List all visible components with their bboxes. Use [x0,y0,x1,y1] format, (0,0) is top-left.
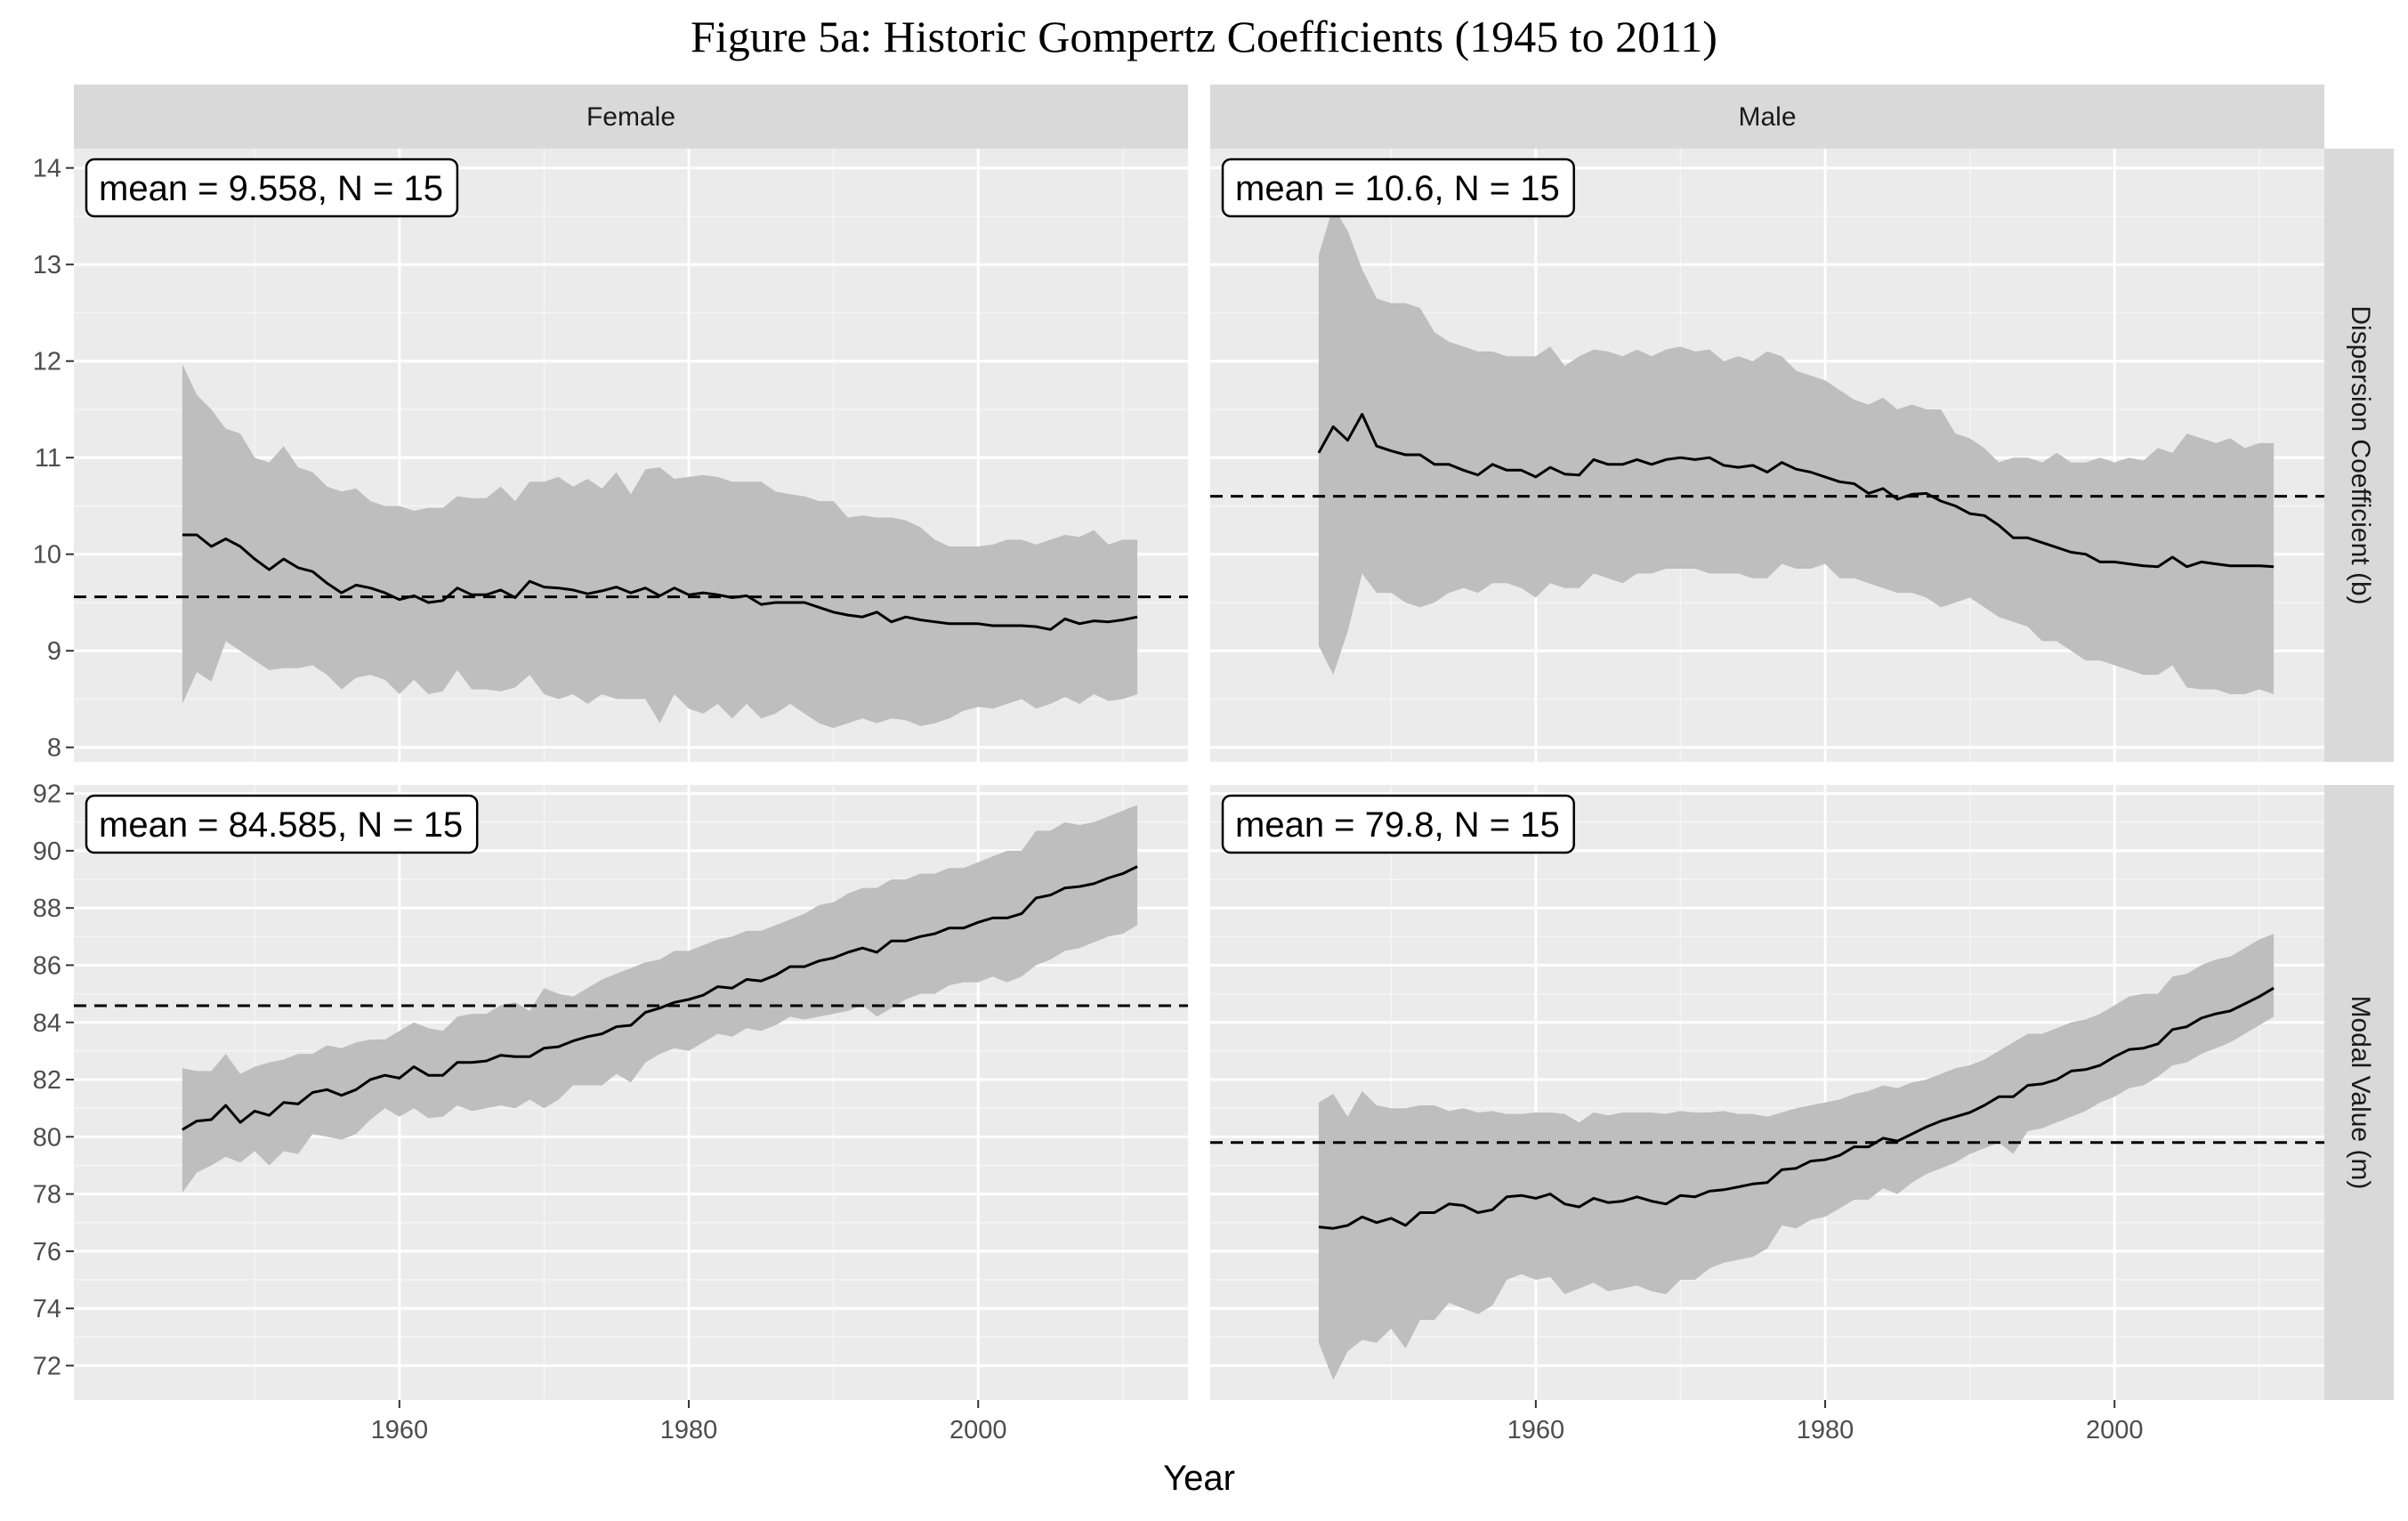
panel-data [74,805,1188,1193]
x-tick-label-1960: 1960 [1507,1416,1565,1444]
y-tick-label-90: 90 [33,837,61,866]
y-tick-label-88: 88 [33,894,61,923]
y-tick-label-11: 11 [35,444,61,473]
confidence-ribbon [1318,206,2275,695]
strip-male [1210,85,2324,149]
strip-female [74,85,1188,149]
y-tick-label-84: 84 [33,1009,61,1038]
y-tick-label-14: 14 [33,155,61,183]
figure-title: Figure 5a: Historic Gompertz Coefficient… [691,12,1717,61]
y-tick-label-82: 82 [33,1066,61,1095]
annotation-box [85,794,479,854]
strip-modal-value-m [2324,785,2394,1400]
y-tick-label-80: 80 [33,1123,61,1152]
y-tick-label-78: 78 [33,1181,61,1210]
y-tick-label-92: 92 [33,781,61,809]
annotation-box [85,158,459,218]
strip-label-male: Male [1738,102,1796,132]
strip-dispersion-coefficient-b [2324,149,2394,762]
y-tick-label-8: 8 [47,734,61,763]
series-line [182,533,1138,631]
x-tick-label-1960: 1960 [371,1416,429,1444]
annotation-box [1221,794,1575,854]
annotation-text: mean = 84.585, N = 15 [99,805,463,845]
series-line [1318,986,2275,1230]
annotation-box [1221,158,1575,218]
panel-data [74,364,1188,728]
annotation-text: mean = 10.6, N = 15 [1235,169,1560,208]
panel-male-modal-value-m: mean = 79.8, N = 15 [1210,785,2324,1400]
confidence-ribbon [1318,934,2275,1380]
series-line [1317,412,2275,569]
panel-female-dispersion-coefficient-b: mean = 9.558, N = 15 [74,149,1188,762]
panel-male-dispersion-coefficient-b: mean = 10.6, N = 15 [1210,149,2324,762]
strip-label-female: Female [586,102,675,132]
panel-data [1210,206,2324,695]
annotation-label: mean = 84.585, N = 15 [85,794,479,854]
x-axis-title: Year [1163,1459,1235,1498]
confidence-ribbon [182,805,1138,1193]
x-tick-label-1980: 1980 [1797,1416,1854,1444]
strip-label-modal-value-m: Modal Value (m) [2346,996,2375,1190]
y-tick-label-9: 9 [47,637,61,666]
y-tick-label-13: 13 [33,251,61,279]
strip-label-dispersion-coefficient-b: Dispersion Coefficient (b) [2346,305,2375,604]
annotation-text: mean = 9.558, N = 15 [99,169,443,208]
x-tick-label-2000: 2000 [2086,1416,2144,1444]
annotation-label: mean = 79.8, N = 15 [1221,794,1575,854]
annotation-label: mean = 9.558, N = 15 [85,158,459,218]
x-tick-label-2000: 2000 [949,1416,1007,1444]
panel-data [1210,934,2324,1380]
y-tick-label-12: 12 [33,348,61,376]
y-tick-label-72: 72 [33,1352,61,1380]
y-tick-label-86: 86 [33,951,61,980]
annotation-text: mean = 79.8, N = 15 [1235,805,1560,845]
y-tick-label-74: 74 [33,1295,61,1323]
chart-area: Female Male Dispersion Coefficient (b) Moda… [33,85,2394,1498]
y-tick-label-76: 76 [33,1238,61,1266]
x-tick-label-1980: 1980 [660,1416,718,1444]
y-tick-label-10: 10 [33,541,61,570]
panel-female-modal-value-m: mean = 84.585, N = 15 [74,785,1188,1400]
confidence-ribbon [182,364,1138,728]
annotation-label: mean = 10.6, N = 15 [1221,158,1575,218]
series-line [182,865,1138,1131]
